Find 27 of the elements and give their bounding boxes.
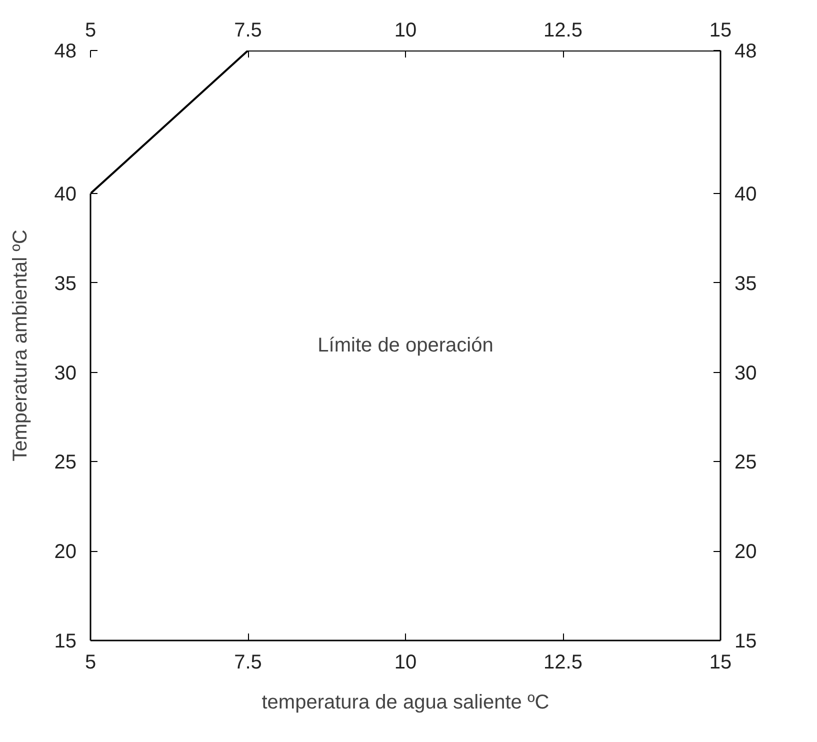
y2-tick-label: 25	[734, 452, 757, 474]
y-tick-label: 15	[54, 630, 77, 652]
x2-tick-label: 12.5	[544, 652, 582, 674]
y-tick-label: 40	[54, 184, 77, 206]
y-tick-label: 30	[54, 362, 77, 384]
y-tick-label: 35	[54, 272, 77, 295]
annotation: Límite de operación	[318, 334, 494, 356]
x2-tick-label: 10	[394, 652, 417, 674]
x-tick-label: 15	[709, 20, 732, 42]
x-axis-title: temperatura de agua saliente ºC	[262, 692, 550, 714]
y2-tick-label: 20	[734, 541, 757, 564]
y2-tick-label: 40	[734, 184, 757, 206]
y-tick-label: 25	[54, 452, 77, 474]
y-tick-label: 48	[54, 40, 77, 62]
y2-tick-label: 35	[734, 272, 757, 295]
x-tick-label: 7.5	[234, 20, 262, 42]
y-tick-label: 20	[54, 541, 77, 564]
x2-tick-label: 15	[709, 652, 732, 674]
x-tick-label: 10	[394, 20, 417, 42]
x2-tick-label: 5	[84, 652, 96, 674]
y2-tick-label: 30	[734, 362, 757, 384]
x-tick-label: 5	[84, 20, 96, 42]
y2-tick-label: 15	[734, 630, 757, 652]
x-tick-label: 12.5	[544, 20, 582, 42]
y2-tick-label: 48	[734, 40, 757, 62]
x2-tick-label: 7.5	[234, 652, 262, 674]
y-axis-title: Temperatura ambiental ºC	[9, 230, 32, 462]
